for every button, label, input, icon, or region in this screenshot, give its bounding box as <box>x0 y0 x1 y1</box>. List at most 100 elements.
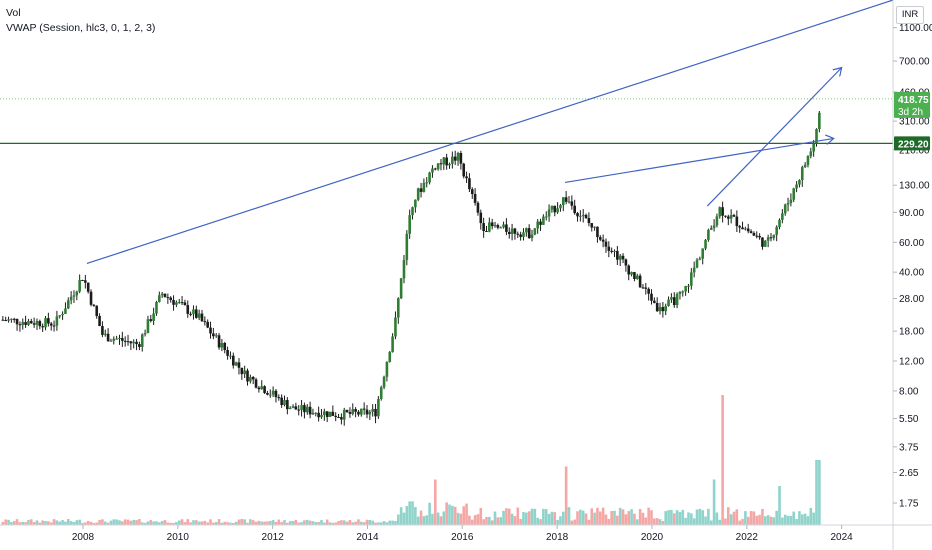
volume-bar <box>630 509 633 525</box>
volume-bar <box>75 520 79 525</box>
volume-bar <box>792 511 796 525</box>
candle-body <box>172 299 175 305</box>
volume-bar <box>308 520 312 525</box>
candle-body <box>425 182 429 184</box>
volume-bar <box>525 512 528 525</box>
volume-bar <box>72 521 76 525</box>
volume-bar <box>212 522 215 525</box>
volume-bar <box>103 521 107 525</box>
currency-button[interactable]: INR <box>896 6 924 24</box>
candle-body <box>251 376 255 380</box>
candle-body <box>761 237 764 247</box>
volume-bar <box>519 518 522 525</box>
candle-body <box>621 255 625 260</box>
volume-bar <box>121 521 124 525</box>
candle-body <box>89 291 93 305</box>
candle-body <box>763 240 767 247</box>
volume-bar <box>692 518 696 525</box>
candle-body <box>362 408 366 410</box>
candle-body <box>638 275 642 288</box>
candle-body <box>246 370 249 382</box>
candle-body <box>445 157 448 166</box>
candle-body <box>436 163 440 170</box>
candle-body <box>607 246 611 251</box>
price-tag-1: 229.20 <box>894 136 930 151</box>
volume-bar <box>772 517 776 525</box>
volume-bar <box>414 507 417 525</box>
volume-bar <box>672 513 676 525</box>
time-tick-label-7: 2022 <box>736 532 759 543</box>
price-tick-label-13: 5.50 <box>899 414 919 425</box>
candle-body <box>314 412 318 414</box>
volume-bar <box>661 520 665 525</box>
candle-body <box>653 300 656 303</box>
volume-bar <box>687 512 690 525</box>
volume-bar <box>234 521 238 525</box>
candle-body <box>29 321 33 324</box>
volume-bar <box>789 515 793 525</box>
volume-bar <box>52 519 56 525</box>
candle-body <box>288 408 292 410</box>
candle-body <box>618 255 622 260</box>
candle-body <box>789 199 793 204</box>
volume-bar <box>758 514 761 525</box>
volume-bar <box>61 520 64 525</box>
candle-body <box>231 355 235 366</box>
volume-bar <box>385 522 389 525</box>
candle-body <box>744 228 747 230</box>
price-tick-label-12: 8.00 <box>899 386 919 397</box>
candle-body <box>7 319 10 321</box>
volume-bar <box>84 522 87 525</box>
volume-bar <box>732 511 736 525</box>
vwap-legend[interactable]: VWAP (Session, hlc3, 0, 1, 2, 3) <box>6 22 156 34</box>
volume-bar <box>803 513 807 525</box>
volume-bar <box>15 519 19 525</box>
volume-bar <box>126 519 130 525</box>
candle-body <box>217 335 221 348</box>
candle-body <box>220 342 224 348</box>
candle-body <box>280 397 283 406</box>
volume-bar <box>186 519 190 525</box>
volume-bar <box>766 515 770 525</box>
candle-body <box>459 153 463 164</box>
volume-bar <box>342 520 346 525</box>
volume-bar <box>294 519 298 525</box>
volume-bar <box>323 522 326 525</box>
volume-bar <box>493 511 497 525</box>
candle-body <box>402 260 406 279</box>
candle-body <box>106 333 110 342</box>
candle-body <box>129 341 133 344</box>
volume-bar <box>66 519 70 525</box>
candle-body <box>496 225 500 228</box>
candle-body <box>38 321 42 327</box>
candle-body <box>61 313 64 316</box>
candle-body <box>237 362 241 368</box>
volume-bar <box>123 519 127 525</box>
candle-body <box>379 387 383 399</box>
candle-body <box>112 338 116 341</box>
volume-bar <box>89 521 93 525</box>
volume-bar <box>237 519 241 525</box>
candle-body <box>783 204 787 214</box>
candle-body <box>52 325 56 327</box>
candle-body <box>510 228 514 235</box>
volume-bar <box>86 521 90 525</box>
volume-bar <box>433 479 437 525</box>
price-tick-label-7: 60.00 <box>899 238 924 249</box>
volume-legend[interactable]: Vol <box>6 7 21 19</box>
candle-body <box>627 265 631 275</box>
volume-bar <box>613 510 616 525</box>
volume-bar <box>744 511 747 525</box>
candle-body <box>229 355 232 357</box>
candle-body <box>516 233 520 235</box>
candle-body <box>86 282 90 292</box>
volume-bar <box>456 512 460 525</box>
volume-bar <box>647 507 650 525</box>
volume-bar <box>29 519 33 525</box>
candle-body <box>405 233 409 261</box>
candle-body <box>502 224 505 228</box>
volume-bar <box>81 522 84 525</box>
candle-body <box>385 361 389 377</box>
candle-body <box>732 215 736 217</box>
